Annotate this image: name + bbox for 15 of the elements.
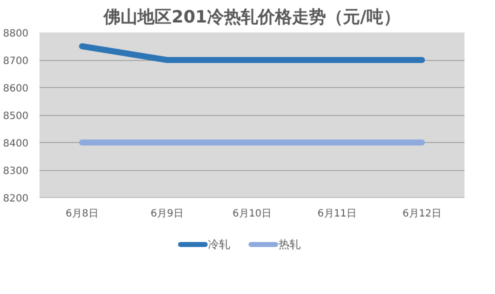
y-tick-label: 8400 bbox=[3, 138, 29, 150]
y-tick-label: 8700 bbox=[3, 56, 29, 67]
x-tick-label: 6月12日 bbox=[402, 208, 442, 220]
y-tick-label: 8500 bbox=[3, 111, 29, 122]
y-tick-label: 8200 bbox=[3, 194, 29, 204]
legend-label: 冷轧 bbox=[208, 238, 230, 251]
legend-label: 热轧 bbox=[278, 238, 300, 251]
x-tick-label: 6月10日 bbox=[232, 208, 272, 220]
chart-title: 佛山地区201冷热轧价格走势（元/吨） bbox=[102, 8, 400, 28]
x-tick-label: 6月11日 bbox=[317, 208, 357, 220]
y-tick-label: 8600 bbox=[3, 84, 29, 94]
x-tick-label: 6月9日 bbox=[150, 208, 184, 220]
y-tick-label: 8800 bbox=[3, 28, 29, 40]
x-tick-label: 6月8日 bbox=[66, 208, 98, 220]
y-tick-label: 8300 bbox=[3, 166, 29, 177]
